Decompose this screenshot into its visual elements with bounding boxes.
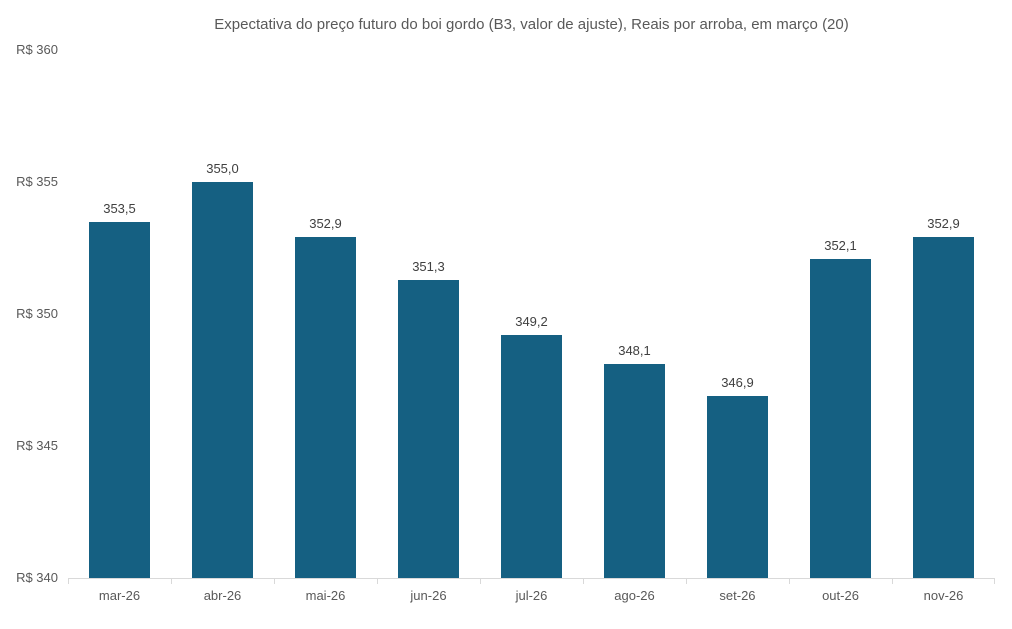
x-axis-tick	[479, 579, 481, 584]
x-tick-label: set-26	[719, 588, 756, 603]
y-tick-label: R$ 360	[16, 42, 58, 57]
y-axis: R$ 360 R$ 355 R$ 350 R$ 345 R$ 340	[0, 42, 58, 585]
plot-area: 353,5 355,0 352,9 351,3 349,2 348,1 346,9 352,1…	[68, 50, 995, 579]
x-tick-label: nov-26	[923, 588, 964, 603]
y-tick-label: R$ 350	[16, 306, 58, 321]
y-tick-label: R$ 340	[16, 570, 58, 585]
bar-value-label: 355,0	[206, 161, 239, 176]
bar-value-label: 349,2	[515, 314, 548, 330]
bar-jul-26	[500, 335, 563, 578]
bar-mar-26	[88, 221, 151, 578]
bar-slot: 346,9	[686, 50, 789, 578]
y-tick-label: R$ 345	[16, 438, 58, 453]
x-axis-tick	[685, 579, 687, 584]
y-tick-label: R$ 355	[16, 174, 58, 189]
x-tick-label: mai-26	[305, 588, 346, 603]
bar-slot: 352,9	[892, 50, 995, 578]
bar-value-label: 352,9	[309, 216, 342, 232]
x-tick-label: ago-26	[614, 588, 655, 603]
x-axis-tick	[789, 579, 790, 584]
x-axis-tick	[68, 579, 69, 584]
x-axis-tick	[170, 579, 172, 584]
bar-value-label: 348,1	[618, 343, 651, 359]
bar-jun-26	[397, 279, 460, 578]
x-tick-label: jul-26	[515, 588, 548, 603]
chart-title: Expectativa do preço futuro do boi gordo…	[214, 16, 849, 33]
bar-out-26	[809, 258, 872, 578]
x-tick-label: out-26	[822, 588, 859, 603]
x-tick-label: mar-26	[98, 588, 141, 603]
bar-value-label: 351,3	[412, 258, 445, 274]
x-axis-tick	[376, 579, 378, 584]
bar-slot: 348,1	[583, 50, 686, 578]
bar-slot: 352,9	[274, 50, 377, 578]
x-axis-tick	[994, 579, 995, 584]
bar-slot: 352,1	[789, 50, 892, 578]
bar-slot: 353,5	[68, 50, 171, 578]
bar-slot: 349,2	[480, 50, 583, 578]
bar-value-label: 353,5	[103, 200, 136, 216]
bar-nov-26	[912, 237, 975, 578]
bar-value-label: 352,9	[927, 216, 960, 232]
x-axis-tick	[583, 579, 584, 584]
bar-abr-26	[191, 182, 254, 578]
x-axis-tick	[273, 579, 275, 584]
bar-value-label: 346,9	[721, 374, 754, 390]
x-axis-tick	[891, 579, 893, 584]
bar-slot: 351,3	[377, 50, 480, 578]
x-axis: mar-26 abr-26 mai-26 jun-26 jul-26 ago-26 set-…	[68, 578, 995, 618]
bar-set-26	[706, 395, 769, 578]
bar-ago-26	[603, 364, 666, 578]
bar-value-label: 352,1	[824, 237, 857, 253]
x-tick-label: abr-26	[203, 588, 242, 603]
x-tick-label: jun-26	[410, 588, 447, 603]
bar-mai-26	[294, 237, 357, 578]
bar-slot: 355,0	[171, 50, 274, 578]
